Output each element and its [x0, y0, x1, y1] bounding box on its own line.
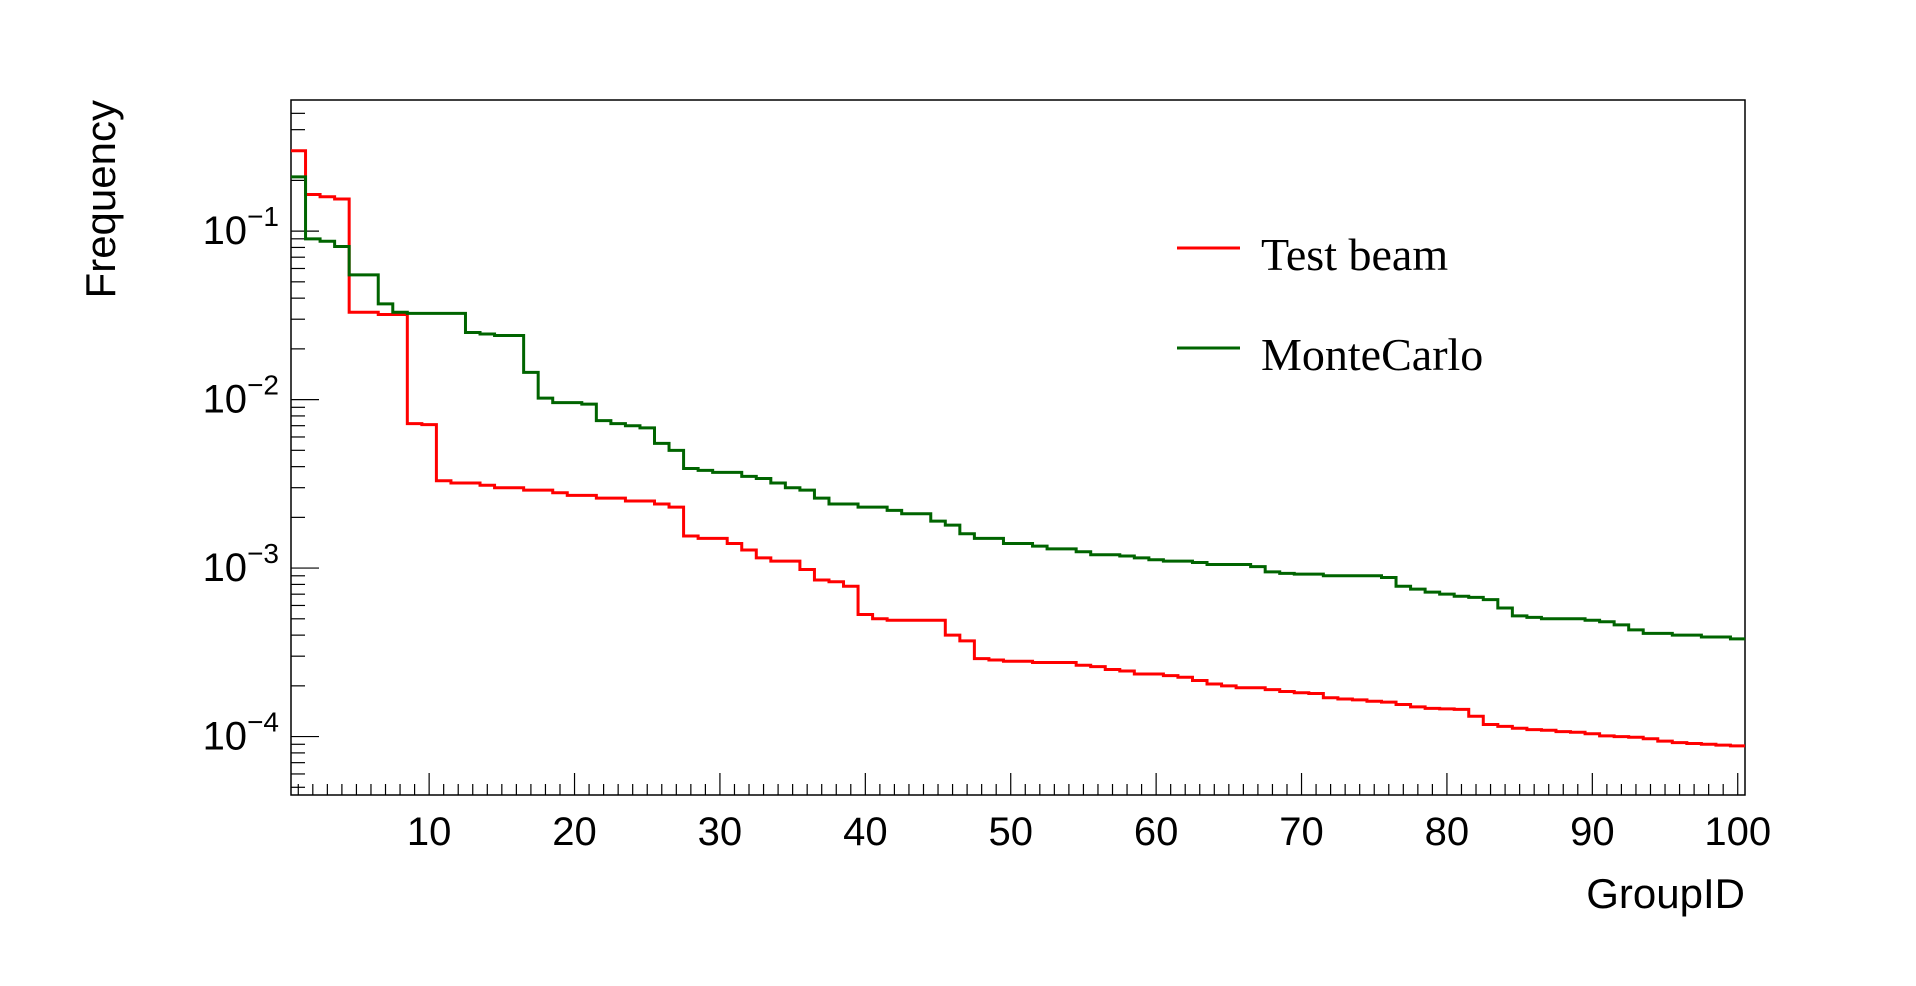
series-layer [291, 149, 1745, 748]
x-tick-labels: 10 20 30 40 50 60 70 80 90 100 [407, 810, 1771, 854]
y-tick-label: 10−1 [203, 201, 279, 253]
y-axis-title: Frequency [77, 100, 124, 298]
x-tick-label: 60 [1134, 810, 1179, 854]
y-tick-labels: 10−1 10−2 10−3 10−4 [203, 201, 279, 758]
y-tick-label: 10−4 [203, 707, 279, 759]
series-montecarlo-line [291, 175, 1745, 641]
legend: Test beam MonteCarlo [1177, 229, 1483, 380]
x-tick-label: 20 [552, 810, 597, 854]
x-tick-label: 80 [1425, 810, 1470, 854]
x-tick-label: 50 [988, 810, 1033, 854]
x-tick-label: 10 [407, 810, 452, 854]
plot-frame [290, 99, 1746, 796]
y-tick-label: 10−3 [203, 538, 279, 590]
x-tick-label: 30 [698, 810, 743, 854]
legend-label-montecarlo: MonteCarlo [1261, 329, 1483, 380]
legend-label-test-beam: Test beam [1261, 229, 1448, 280]
x-axis-title: GroupID [1586, 870, 1745, 917]
x-tick-label: 100 [1704, 810, 1771, 854]
x-tick-label: 90 [1570, 810, 1615, 854]
x-tick-label: 70 [1279, 810, 1324, 854]
y-tick-label: 10−2 [203, 370, 279, 422]
x-tick-label: 40 [843, 810, 888, 854]
axis-ticks [291, 112, 1739, 795]
series-test-beam-line [291, 149, 1745, 748]
